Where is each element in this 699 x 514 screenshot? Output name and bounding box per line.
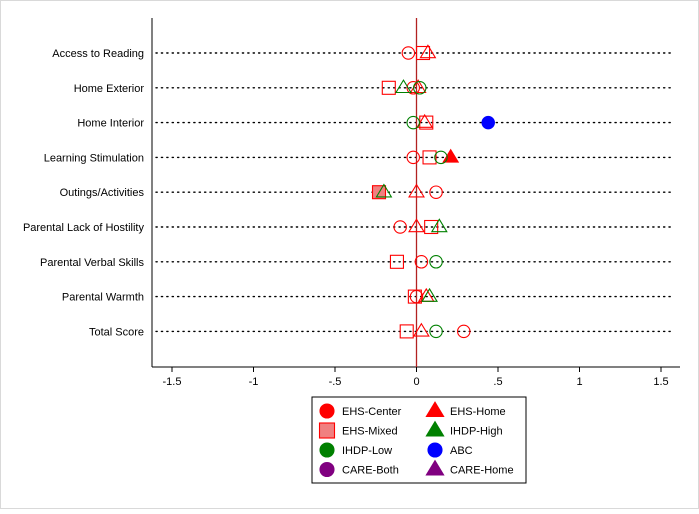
marker-ehs-center-parental-lack-of-hostility [394,221,406,233]
marker-ehs-center-total-score [458,325,470,337]
marker-ihdp-low-parental-verbal-skills [430,256,442,268]
legend-marker-abc [428,443,442,457]
legend: EHS-Center EHS-Home EHS-Mixed IHDP-High IHDP… [312,397,526,483]
marker-ehs-center-parental-verbal-skills [415,256,427,268]
legend-label-ehs-center: EHS-Center [342,406,402,418]
marker-ehs-center-access-to-reading [402,47,414,59]
x-tick-label-3: 0 [413,376,419,388]
x-tick-label-2: -.5 [329,376,342,388]
marker-ihdp-low-total-score [430,325,442,337]
legend-marker-ehs-mixed [320,423,335,438]
legend-label-care-home: CARE-Home [450,465,514,477]
legend-label-ehs-home: EHS-Home [450,406,506,418]
category-label-home-exterior: Home Exterior [74,83,145,95]
legend-label-ihdp-low: IHDP-Low [342,445,392,457]
legend-label-abc: ABC [450,445,473,457]
legend-marker-ehs-center [320,404,334,418]
legend-label-ehs-mixed: EHS-Mixed [342,426,398,438]
marker-ehs-center-learning-stimulation [407,151,419,163]
category-label-home-interior: Home Interior [77,118,144,130]
category-label-outings-activities: Outings/Activities [60,187,145,199]
category-label-parental-warmth: Parental Warmth [62,292,144,304]
category-label-parental-lack-of-hostility: Parental Lack of Hostility [23,222,145,234]
legend-marker-ihdp-low [320,443,334,457]
x-tick-label-1: -1 [249,376,259,388]
category-label-access-to-reading: Access to Reading [52,48,144,60]
marker-ihdp-low-home-exterior [414,82,426,94]
category-label-total-score: Total Score [89,326,144,338]
marker-ehs-center-outings-activities [430,186,442,198]
x-tick-label-4: .5 [493,376,502,388]
marker-ihdp-low-learning-stimulation [435,151,447,163]
x-tick-label-5: 1 [576,376,582,388]
category-label-parental-verbal-skills: Parental Verbal Skills [40,257,144,269]
x-tick-label-0: -1.5 [163,376,182,388]
marker-ihdp-low-home-interior [407,116,419,128]
category-label-learning-stimulation: Learning Stimulation [44,152,144,164]
marker-abc-home-interior [482,116,494,128]
x-tick-label-6: 1.5 [653,376,668,388]
legend-marker-care-both [320,463,334,477]
legend-label-ihdp-high: IHDP-High [450,426,503,438]
legend-label-care-both: CARE-Both [342,465,399,477]
